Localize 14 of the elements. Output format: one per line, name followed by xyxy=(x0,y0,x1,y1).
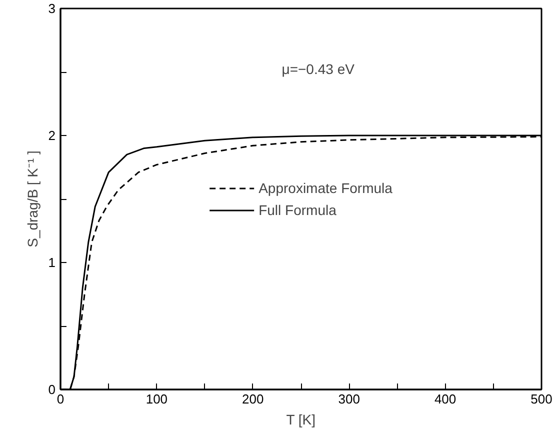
legend-label: Full Formula xyxy=(258,202,336,218)
annotation: μ=−0.43 eV xyxy=(282,61,356,78)
x-axis-title: T [K] xyxy=(286,412,316,428)
x-tick-label: 100 xyxy=(146,392,168,406)
y-tick-label: 0 xyxy=(48,382,56,397)
y-tick-label: 3 xyxy=(48,1,56,16)
y-tick-label: 2 xyxy=(48,128,56,143)
x-tick-label: 500 xyxy=(530,392,552,406)
x-tick-label: 300 xyxy=(338,392,360,406)
x-tick-label: 200 xyxy=(242,392,264,406)
x-tick-label: 400 xyxy=(434,392,456,406)
y-tick-label: 1 xyxy=(48,255,56,270)
y-axis-title: S_drag/B [ K⁻¹ ] xyxy=(24,150,40,248)
legend-label: Approximate Formula xyxy=(258,180,392,196)
